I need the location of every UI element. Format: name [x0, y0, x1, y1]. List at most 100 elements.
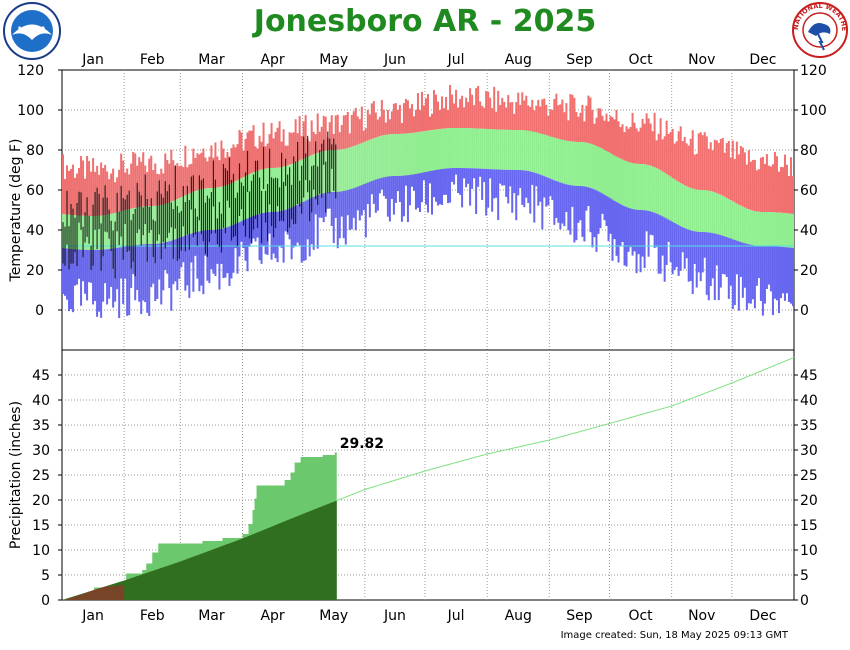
record-high-bar [689, 138, 692, 188]
record-high-bar [166, 160, 169, 204]
record-low-bar [717, 234, 720, 301]
record-low-bar [362, 184, 365, 211]
record-high-bar [511, 102, 514, 130]
record-low-bar [334, 191, 337, 218]
record-high-bar [493, 86, 496, 130]
record-high-bar [248, 130, 251, 175]
record-low-bar [597, 191, 600, 234]
normal-range-bar [541, 134, 544, 176]
record-low-bar [112, 248, 115, 308]
record-low-bar [603, 194, 606, 221]
normal-range-bar [489, 129, 492, 170]
record-high-bar [100, 162, 103, 216]
normal-range-bar [711, 191, 714, 234]
normal-range-bar [707, 190, 710, 233]
record-high-bar [336, 114, 339, 150]
record-low-bar [360, 185, 363, 216]
record-high-bar [410, 104, 413, 133]
normal-range-bar [487, 129, 490, 170]
normal-range-bar [497, 129, 500, 170]
record-low-bar [202, 230, 205, 295]
record-low-bar [505, 169, 508, 197]
normal-range-bar [521, 130, 524, 171]
record-high-bar [589, 97, 592, 144]
record-low-bar [787, 247, 790, 302]
observed-temperature-bar [329, 138, 331, 194]
record-high-bar [501, 97, 504, 130]
record-low-bar [621, 205, 624, 243]
record-high-bar [533, 110, 536, 132]
observed-temperature-bar [311, 166, 313, 213]
record-low-bar [62, 248, 65, 294]
observed-temperature-bar [76, 202, 78, 267]
record-high-bar [491, 108, 494, 130]
noaa-logo: NOAA [3, 2, 61, 60]
normal-range-bar [517, 130, 520, 170]
record-high-bar [342, 115, 345, 149]
record-low-bar [190, 233, 193, 263]
record-high-bar [206, 161, 209, 189]
record-high-bar [284, 145, 287, 167]
normal-range-bar [216, 187, 219, 230]
record-low-bar [318, 194, 321, 218]
record-high-bar [288, 132, 291, 165]
normal-range-bar [338, 149, 341, 192]
record-low-bar [751, 245, 754, 300]
record-low-bar [154, 243, 157, 302]
normal-range-bar [689, 187, 692, 231]
record-high-bar [406, 100, 409, 134]
record-low-bar [669, 220, 672, 263]
normal-range-bar [537, 132, 540, 174]
normal-range-bar [98, 215, 101, 250]
record-high-bar [685, 143, 688, 187]
record-high-bar [661, 139, 664, 172]
observed-temperature-bar [262, 146, 265, 189]
record-low-bar [420, 172, 423, 203]
normal-range-bar [683, 185, 686, 229]
record-high-bar [465, 97, 468, 129]
normal-range-bar [104, 215, 107, 250]
record-high-bar [384, 122, 387, 135]
normal-range-bar [741, 206, 744, 243]
record-low-bar [743, 243, 746, 288]
normal-range-bar [523, 130, 526, 171]
record-high-bar [412, 116, 415, 133]
normal-range-bar [511, 129, 514, 170]
record-high-bar [240, 132, 243, 179]
record-low-bar [543, 176, 546, 198]
record-low-bar [677, 225, 680, 276]
normal-range-bar [699, 189, 702, 232]
record-high-bar [575, 112, 578, 142]
record-high-bar [715, 140, 718, 194]
normal-range-bar [350, 146, 353, 189]
normal-range-bar [475, 128, 478, 169]
record-low-bar [587, 187, 590, 207]
record-high-bar [515, 102, 518, 130]
normal-range-bar [703, 190, 706, 233]
normal-range-bar [669, 176, 672, 221]
record-low-bar [441, 168, 444, 205]
record-low-bar [176, 238, 179, 291]
month-label-bottom: Apr [260, 608, 284, 624]
record-high-bar [124, 172, 127, 211]
record-low-bar [146, 244, 149, 313]
record-low-bar [753, 245, 756, 309]
normal-range-bar [457, 128, 460, 169]
month-label-top: Jun [383, 52, 406, 68]
observed-temperature-bar [274, 177, 277, 229]
normal-range-bar [649, 165, 652, 212]
normal-range-bar [453, 128, 456, 169]
record-low-bar [344, 190, 347, 245]
observed-temperature-bar [252, 174, 255, 230]
record-high-bar [216, 156, 219, 188]
normal-range-bar [499, 129, 502, 170]
record-low-bar [192, 232, 195, 292]
record-high-bar [445, 97, 448, 129]
observed-temperature-bar [196, 216, 198, 246]
normal-range-bar [447, 128, 450, 169]
normal-range-bar [727, 199, 730, 238]
record-low-bar [276, 211, 279, 263]
record-high-bar [394, 103, 397, 134]
normal-range-bar [493, 129, 496, 170]
record-low-bar [539, 174, 542, 202]
